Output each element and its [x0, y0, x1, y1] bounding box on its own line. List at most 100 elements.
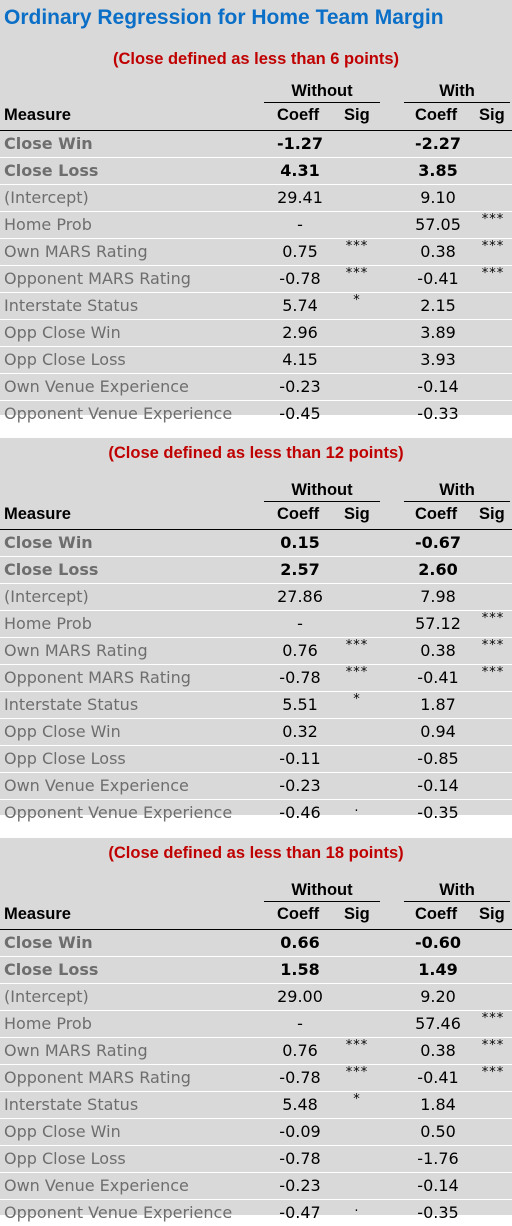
with-coeff-cell: 57.05: [415, 215, 461, 234]
with-coeff-cell: -0.60: [414, 933, 462, 952]
with-coeff-column-header: Coeff: [415, 106, 458, 124]
table-row: Opp Close Win -0.09 0.50: [0, 1119, 512, 1146]
table-row: Own MARS Rating 0.76 *** 0.38 ***: [0, 1038, 512, 1065]
table-row: Opponent Venue Experience -0.47. -0.35: [0, 1200, 512, 1226]
with-coeff-cell: 1.87: [420, 695, 456, 714]
with-coeff-cell: 9.10: [420, 188, 456, 207]
table-row: Opponent MARS Rating -0.78 *** -0.41 ***: [0, 1065, 512, 1092]
without-coeff-cell: -0.78: [279, 269, 321, 288]
measure-cell: (Intercept): [4, 587, 89, 606]
without-sig-cell: ***: [345, 266, 369, 281]
measure-cell: Close Win: [4, 933, 93, 952]
without-coeff-cell: -: [297, 215, 303, 234]
with-coeff-cell: -0.85: [417, 749, 459, 768]
measure-cell: Opp Close Loss: [4, 749, 126, 768]
measure-column-header: Measure: [4, 106, 71, 124]
with-coeff-cell: -0.35: [417, 1203, 459, 1222]
with-group-header: With: [404, 481, 510, 502]
table-row: Interstate Status 5.51 * 1.87: [0, 692, 512, 719]
measure-cell: Own MARS Rating: [4, 242, 148, 261]
column-header-row: Measure Coeff Sig Coeff Sig: [0, 903, 512, 930]
measure-cell: Home Prob: [4, 614, 92, 633]
table-row: Home Prob - 57.46 ***: [0, 1011, 512, 1038]
with-coeff-cell: 0.50: [420, 1122, 456, 1141]
table-row: Opponent Venue Experience -0.46. -0.35: [0, 800, 512, 826]
without-sig-cell: .: [354, 800, 360, 815]
with-coeff-cell: -0.33: [417, 404, 459, 423]
measure-cell: Interstate Status: [4, 1095, 139, 1114]
with-sig-cell: ***: [481, 212, 505, 227]
table-body: Close Win 0.15 -0.67 Close Loss 2.57 2.60 (Int…: [0, 530, 512, 826]
with-group-header: With: [404, 881, 510, 902]
measure-cell: Close Loss: [4, 560, 99, 579]
measure-cell: Interstate Status: [4, 695, 139, 714]
without-sig-cell: ***: [345, 239, 369, 254]
without-coeff-cell: 4.15: [282, 350, 318, 369]
without-coeff-column-header: Coeff: [277, 505, 320, 523]
table-row: Close Win 0.15 -0.67: [0, 530, 512, 557]
without-coeff-cell: -0.78: [279, 1149, 321, 1168]
with-coeff-cell: 0.94: [420, 722, 456, 741]
without-coeff-cell: -0.23: [279, 1176, 321, 1195]
table-row: Opp Close Loss -0.11 -0.85: [0, 746, 512, 773]
without-coeff-column-header: Coeff: [277, 905, 320, 923]
table-row: Opp Close Loss 4.15 3.93: [0, 347, 512, 374]
without-coeff-cell: 27.86: [277, 587, 323, 606]
measure-cell: Opp Close Loss: [4, 350, 126, 369]
with-coeff-cell: 1.49: [418, 960, 458, 979]
table-row: Close Win -1.27 -2.27: [0, 131, 512, 158]
without-coeff-cell: -0.46: [279, 803, 321, 822]
table-body: Close Win -1.27 -2.27 Close Loss 4.31 3.85 (In…: [0, 131, 512, 427]
without-coeff-cell: 29.41: [277, 188, 323, 207]
with-coeff-column-header: Coeff: [415, 505, 458, 523]
with-sig-cell: ***: [481, 665, 505, 680]
with-coeff-cell: 0.38: [420, 641, 456, 660]
with-coeff-cell: 2.15: [420, 296, 456, 315]
without-sig-cell: ***: [345, 665, 369, 680]
with-coeff-cell: 0.38: [420, 1041, 456, 1060]
table-row: Own Venue Experience -0.23 -0.14: [0, 1173, 512, 1200]
table-row: Own MARS Rating 0.75 *** 0.38 ***: [0, 239, 512, 266]
table-row: Opponent MARS Rating -0.78 *** -0.41 ***: [0, 266, 512, 293]
measure-cell: Opponent Venue Experience: [4, 404, 233, 423]
with-group-header: With: [404, 82, 510, 103]
measure-cell: Opponent MARS Rating: [4, 269, 191, 288]
with-coeff-cell: -0.41: [417, 269, 459, 288]
panel-subtitle: (Close defined as less than 12 points): [108, 444, 404, 462]
panel-subtitle: (Close defined as less than 18 points): [108, 844, 404, 862]
measure-cell: Own Venue Experience: [4, 1176, 189, 1195]
table-row: (Intercept) 29.41 9.10: [0, 185, 512, 212]
without-sig-cell: ***: [345, 638, 369, 653]
measure-cell: Own Venue Experience: [4, 776, 189, 795]
with-coeff-cell: 0.38: [420, 242, 456, 261]
without-coeff-cell: 0.76: [282, 1041, 318, 1060]
without-group-header: Without: [264, 82, 380, 103]
with-sig-cell: ***: [481, 1011, 505, 1026]
with-coeff-cell: 2.60: [418, 560, 458, 579]
without-coeff-cell: 0.75: [282, 242, 318, 261]
without-coeff-cell: -0.45: [279, 404, 321, 423]
without-coeff-cell: -0.47: [279, 1203, 321, 1222]
measure-cell: Opp Close Win: [4, 323, 121, 342]
measure-cell: (Intercept): [4, 987, 89, 1006]
table-row: (Intercept) 27.86 7.98: [0, 584, 512, 611]
without-sig-cell: *: [353, 293, 361, 308]
without-coeff-cell: 0.32: [282, 722, 318, 741]
without-coeff-cell: -1.27: [276, 134, 324, 153]
with-coeff-cell: 9.20: [420, 987, 456, 1006]
table-row: Interstate Status 5.74 * 2.15: [0, 293, 512, 320]
without-coeff-cell: 5.74: [282, 296, 318, 315]
table-row: (Intercept) 29.00 9.20: [0, 984, 512, 1011]
with-sig-column-header: Sig: [479, 905, 505, 923]
measure-cell: Close Win: [4, 533, 93, 552]
measure-cell: Interstate Status: [4, 296, 139, 315]
without-sig-column-header: Sig: [344, 505, 370, 523]
measure-cell: Opp Close Loss: [4, 1149, 126, 1168]
measure-cell: Home Prob: [4, 1014, 92, 1033]
measure-cell: Home Prob: [4, 215, 92, 234]
without-coeff-cell: 4.31: [280, 161, 320, 180]
without-coeff-cell: -0.23: [279, 776, 321, 795]
table-row: Opp Close Loss -0.78 -1.76: [0, 1146, 512, 1173]
measure-cell: Opp Close Win: [4, 722, 121, 741]
with-coeff-cell: 3.85: [418, 161, 458, 180]
